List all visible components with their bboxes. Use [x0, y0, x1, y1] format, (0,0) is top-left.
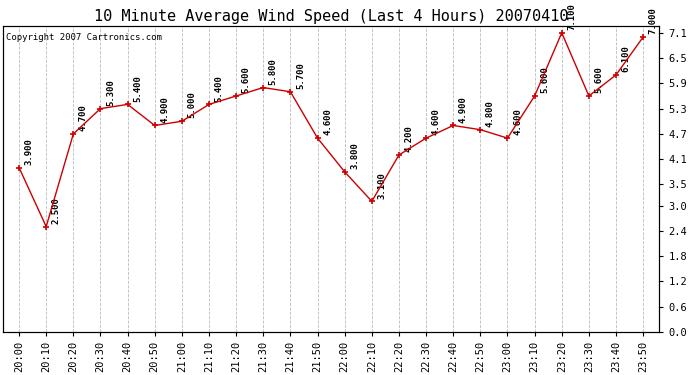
Text: 4.900: 4.900: [459, 96, 468, 123]
Text: 3.100: 3.100: [377, 172, 386, 198]
Title: 10 Minute Average Wind Speed (Last 4 Hours) 20070410: 10 Minute Average Wind Speed (Last 4 Hou…: [94, 9, 569, 24]
Text: 5.000: 5.000: [188, 92, 197, 118]
Text: 6.100: 6.100: [622, 45, 631, 72]
Text: 7.000: 7.000: [649, 8, 658, 34]
Text: 4.900: 4.900: [160, 96, 169, 123]
Text: 4.200: 4.200: [404, 125, 413, 152]
Text: 3.800: 3.800: [351, 142, 359, 169]
Text: 5.800: 5.800: [269, 58, 278, 85]
Text: 3.900: 3.900: [25, 138, 34, 165]
Text: 4.600: 4.600: [432, 108, 441, 135]
Text: 7.100: 7.100: [567, 3, 576, 30]
Text: 4.700: 4.700: [79, 104, 88, 131]
Text: 5.300: 5.300: [106, 79, 115, 106]
Text: 5.600: 5.600: [595, 66, 604, 93]
Text: 5.600: 5.600: [241, 66, 250, 93]
Text: Copyright 2007 Cartronics.com: Copyright 2007 Cartronics.com: [6, 33, 162, 42]
Text: 4.800: 4.800: [486, 100, 495, 127]
Text: 5.400: 5.400: [133, 75, 142, 102]
Text: 5.600: 5.600: [540, 66, 549, 93]
Text: 4.600: 4.600: [323, 108, 332, 135]
Text: 5.400: 5.400: [215, 75, 224, 102]
Text: 2.500: 2.500: [52, 197, 61, 224]
Text: 4.600: 4.600: [513, 108, 522, 135]
Text: 5.700: 5.700: [296, 62, 305, 89]
